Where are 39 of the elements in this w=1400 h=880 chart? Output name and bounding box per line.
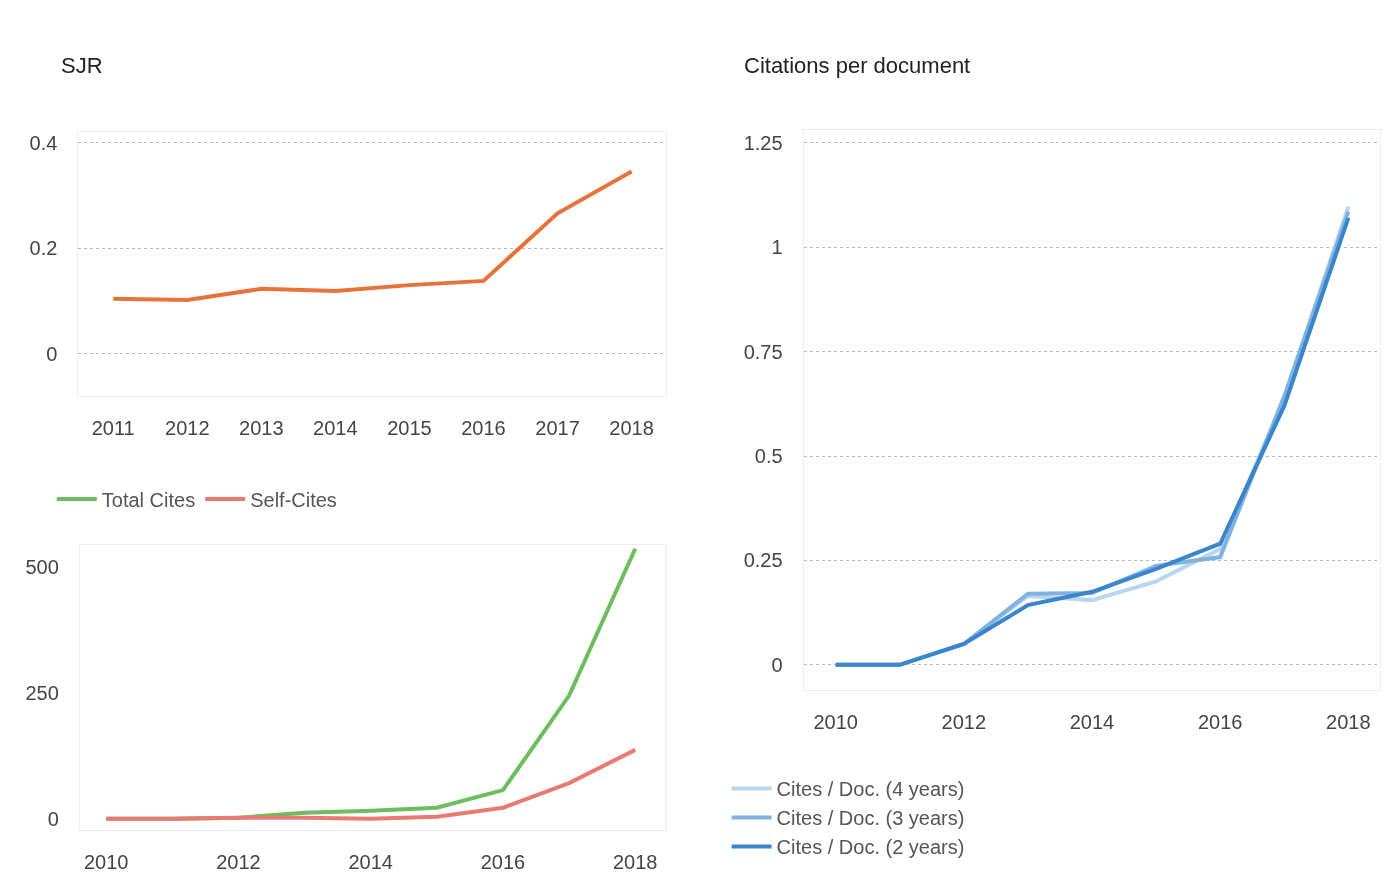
x-tick-label: 2016 [461, 417, 506, 439]
x-tick-label: 2014 [348, 850, 393, 873]
chart-title: Citations per document [744, 53, 971, 78]
y-tick-label: 250 [25, 682, 59, 705]
x-tick-label: 2012 [941, 710, 987, 733]
x-tick-label: 2014 [313, 417, 358, 439]
chart-title: SJR [61, 53, 103, 78]
y-tick-label: 0 [771, 653, 783, 676]
legend-label: Cites / Doc. (4 years) [776, 778, 965, 801]
x-tick-label: 2018 [1326, 710, 1371, 733]
y-tick-label: 0.5 [754, 445, 783, 468]
legend-label: Cites / Doc. (3 years) [776, 807, 965, 830]
x-tick-label: 2013 [239, 417, 284, 439]
y-tick-label: 0 [47, 807, 59, 830]
x-tick-label: 2015 [387, 417, 432, 439]
x-tick-label: 2012 [165, 417, 210, 439]
y-tick-label: 0.75 [743, 340, 783, 363]
x-tick-label: 2014 [1069, 710, 1115, 733]
line-series [104, 747, 638, 821]
y-tick-label: 0.2 [29, 237, 58, 260]
y-tick-label: 0 [46, 342, 58, 365]
legend-label: Total Cites [101, 488, 196, 511]
x-tick-label: 2010 [813, 710, 858, 733]
x-tick-label: 2018 [612, 850, 658, 873]
line-series [111, 169, 634, 302]
x-tick-label: 2018 [609, 417, 654, 439]
y-tick-label: 0.4 [29, 131, 58, 154]
x-tick-label: 2016 [1197, 710, 1243, 733]
y-tick-label: 500 [25, 556, 59, 579]
y-tick-label: 1.25 [743, 131, 783, 154]
x-tick-label: 2016 [480, 850, 526, 873]
x-tick-label: 2012 [216, 850, 261, 873]
y-tick-label: 1 [771, 236, 783, 259]
x-tick-label: 2017 [535, 417, 580, 439]
y-tick-label: 0.25 [743, 549, 783, 572]
x-tick-label: 2010 [84, 850, 129, 873]
legend-label: Cites / Doc. (2 years) [776, 836, 965, 859]
x-tick-label: 2011 [91, 417, 135, 439]
legend-label: Self-Cites [250, 488, 337, 511]
